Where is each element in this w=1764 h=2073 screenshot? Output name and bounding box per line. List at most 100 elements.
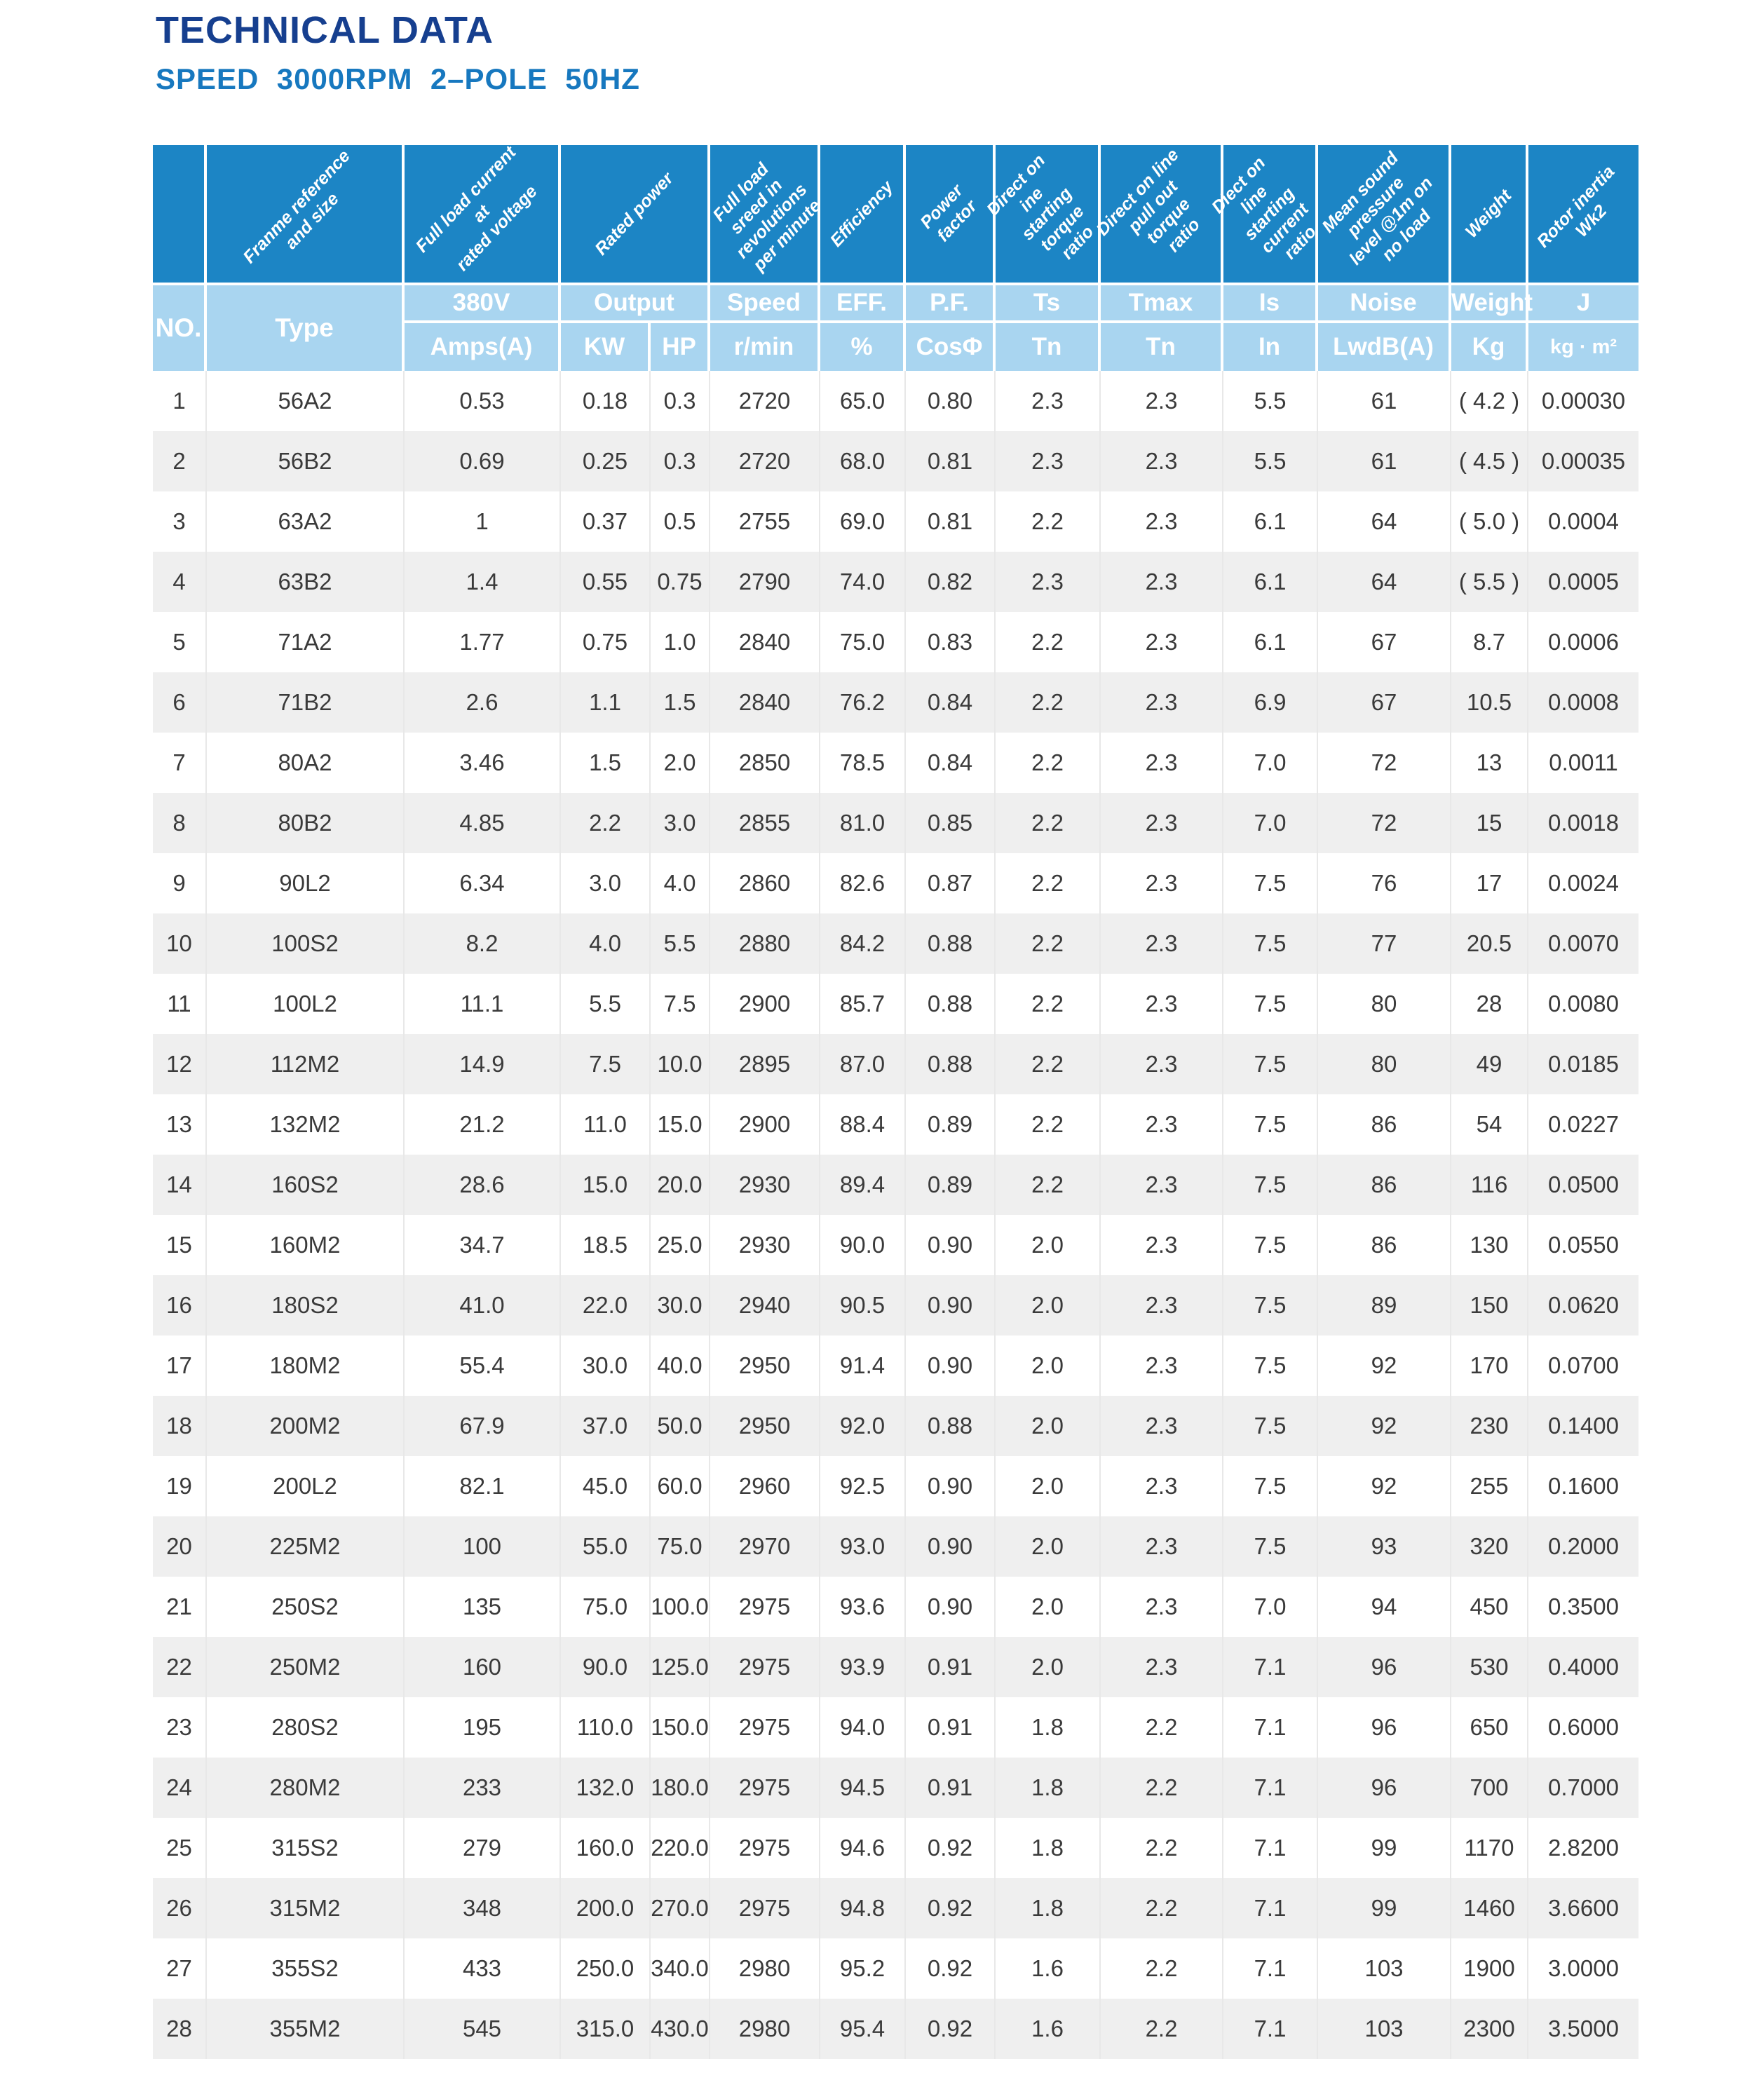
sub-header-row-2: Amps(A) KW HP r/min % CosΦ Tn Tn In LwdB… <box>153 323 1639 371</box>
cell-amps: 233 <box>405 1758 561 1818</box>
col-header-pf: P.F. <box>906 285 996 323</box>
cell-type: 80B2 <box>207 793 405 853</box>
cell-type: 250M2 <box>207 1637 405 1697</box>
cell-rmin: 2975 <box>710 1758 820 1818</box>
cell-hp: 3.0 <box>651 793 710 853</box>
cell-tmax: 2.2 <box>1101 1938 1223 1999</box>
cell-tmax: 2.3 <box>1101 1577 1223 1637</box>
cell-amps: 6.34 <box>405 853 561 913</box>
cell-pf: 0.89 <box>906 1094 996 1155</box>
cell-ts: 1.6 <box>996 1938 1101 1999</box>
cell-pf: 0.88 <box>906 1034 996 1094</box>
cell-amps: 67.9 <box>405 1396 561 1456</box>
cell-j: 0.0550 <box>1528 1215 1639 1275</box>
col-header-output: Output <box>561 285 710 323</box>
cell-rmin: 2755 <box>710 491 820 552</box>
cell-tmax: 2.3 <box>1101 793 1223 853</box>
cell-j: 0.1400 <box>1528 1396 1639 1456</box>
cell-is: 7.5 <box>1223 1094 1318 1155</box>
cell-amps: 100 <box>405 1516 561 1577</box>
col-header-kw: KW <box>561 323 651 371</box>
cell-tmax: 2.3 <box>1101 1094 1223 1155</box>
cell-rmin: 2970 <box>710 1516 820 1577</box>
cell-j: 0.0700 <box>1528 1335 1639 1396</box>
table-row: 24 280M2 233 132.0 180.0 2975 94.5 0.91 1.8 2.2 7.… <box>153 1758 1639 1818</box>
cell-hp: 150.0 <box>651 1697 710 1758</box>
cell-noise: 103 <box>1318 1999 1451 2059</box>
technical-data-table-wrapper: Franme reference and size Full load curr… <box>153 142 1639 2059</box>
cell-eff: 65.0 <box>820 371 906 431</box>
cell-pf: 0.92 <box>906 1818 996 1878</box>
cell-hp: 7.5 <box>651 974 710 1034</box>
cell-weight: 170 <box>1451 1335 1528 1396</box>
cell-ts: 1.8 <box>996 1758 1101 1818</box>
table-row: 9 90L2 6.34 3.0 4.0 2860 82.6 0.87 2.2 2.3 7.5 76 17… <box>153 853 1639 913</box>
cell-j: 0.7000 <box>1528 1758 1639 1818</box>
cell-rmin: 2720 <box>710 371 820 431</box>
cell-kw: 110.0 <box>561 1697 651 1758</box>
cell-pf: 0.91 <box>906 1697 996 1758</box>
table-row: 18 200M2 67.9 37.0 50.0 2950 92.0 0.88 2.0 2.3 7.5… <box>153 1396 1639 1456</box>
cell-type: 56B2 <box>207 431 405 491</box>
cell-hp: 0.3 <box>651 431 710 491</box>
cell-weight: 20.5 <box>1451 913 1528 974</box>
cell-weight: 700 <box>1451 1758 1528 1818</box>
cell-tmax: 2.3 <box>1101 552 1223 612</box>
cell-kw: 18.5 <box>561 1215 651 1275</box>
cell-kw: 30.0 <box>561 1335 651 1396</box>
cell-no: 10 <box>153 913 207 974</box>
cell-tmax: 2.2 <box>1101 1697 1223 1758</box>
cell-eff: 75.0 <box>820 612 906 672</box>
cell-j: 0.0011 <box>1528 733 1639 793</box>
cell-ts: 2.0 <box>996 1335 1101 1396</box>
cell-tmax: 2.3 <box>1101 371 1223 431</box>
cell-kw: 15.0 <box>561 1155 651 1215</box>
cell-tmax: 2.3 <box>1101 853 1223 913</box>
cell-kw: 2.2 <box>561 793 651 853</box>
table-row: 11 100L2 11.1 5.5 7.5 2900 85.7 0.88 2.2 2.3 7.5 80… <box>153 974 1639 1034</box>
cell-ts: 2.2 <box>996 1034 1101 1094</box>
cell-noise: 99 <box>1318 1878 1451 1938</box>
table-body: 1 56A2 0.53 0.18 0.3 2720 65.0 0.80 2.3 2.3 5.5 61(… <box>153 371 1639 2059</box>
cell-no: 17 <box>153 1335 207 1396</box>
cell-j: 0.0070 <box>1528 913 1639 974</box>
cell-pf: 0.90 <box>906 1275 996 1335</box>
col-header-eff: EFF. <box>820 285 906 323</box>
cell-hp: 0.75 <box>651 552 710 612</box>
cell-is: 7.5 <box>1223 1456 1318 1516</box>
cell-no: 9 <box>153 853 207 913</box>
cell-kw: 0.55 <box>561 552 651 612</box>
cell-amps: 135 <box>405 1577 561 1637</box>
cell-tmax: 2.2 <box>1101 1818 1223 1878</box>
cell-hp: 270.0 <box>651 1878 710 1938</box>
col-header-rmin: r/min <box>710 323 820 371</box>
cell-is: 6.1 <box>1223 612 1318 672</box>
cell-is: 7.0 <box>1223 1577 1318 1637</box>
cell-is: 7.5 <box>1223 1335 1318 1396</box>
cell-amps: 433 <box>405 1938 561 1999</box>
cell-type: 80A2 <box>207 733 405 793</box>
cell-noise: 76 <box>1318 853 1451 913</box>
cell-type: 280M2 <box>207 1758 405 1818</box>
cell-j: 0.0024 <box>1528 853 1639 913</box>
cell-no: 11 <box>153 974 207 1034</box>
cell-weight: 17 <box>1451 853 1528 913</box>
cell-tmax: 2.3 <box>1101 612 1223 672</box>
cell-amps: 1.77 <box>405 612 561 672</box>
cell-rmin: 2975 <box>710 1878 820 1938</box>
cell-weight: ( 4.5 ) <box>1451 431 1528 491</box>
cell-eff: 82.6 <box>820 853 906 913</box>
cell-no: 6 <box>153 672 207 733</box>
cell-weight: 230 <box>1451 1396 1528 1456</box>
cell-hp: 15.0 <box>651 1094 710 1155</box>
cell-rmin: 2840 <box>710 612 820 672</box>
cell-is: 7.1 <box>1223 1758 1318 1818</box>
cell-kw: 37.0 <box>561 1396 651 1456</box>
cell-j: 0.0008 <box>1528 672 1639 733</box>
cell-eff: 78.5 <box>820 733 906 793</box>
table-row: 23 280S2 195 110.0 150.0 2975 94.0 0.91 1.8 2.2 7.… <box>153 1697 1639 1758</box>
cell-ts: 2.0 <box>996 1456 1101 1516</box>
cell-no: 14 <box>153 1155 207 1215</box>
cell-kw: 0.75 <box>561 612 651 672</box>
cell-weight: 28 <box>1451 974 1528 1034</box>
